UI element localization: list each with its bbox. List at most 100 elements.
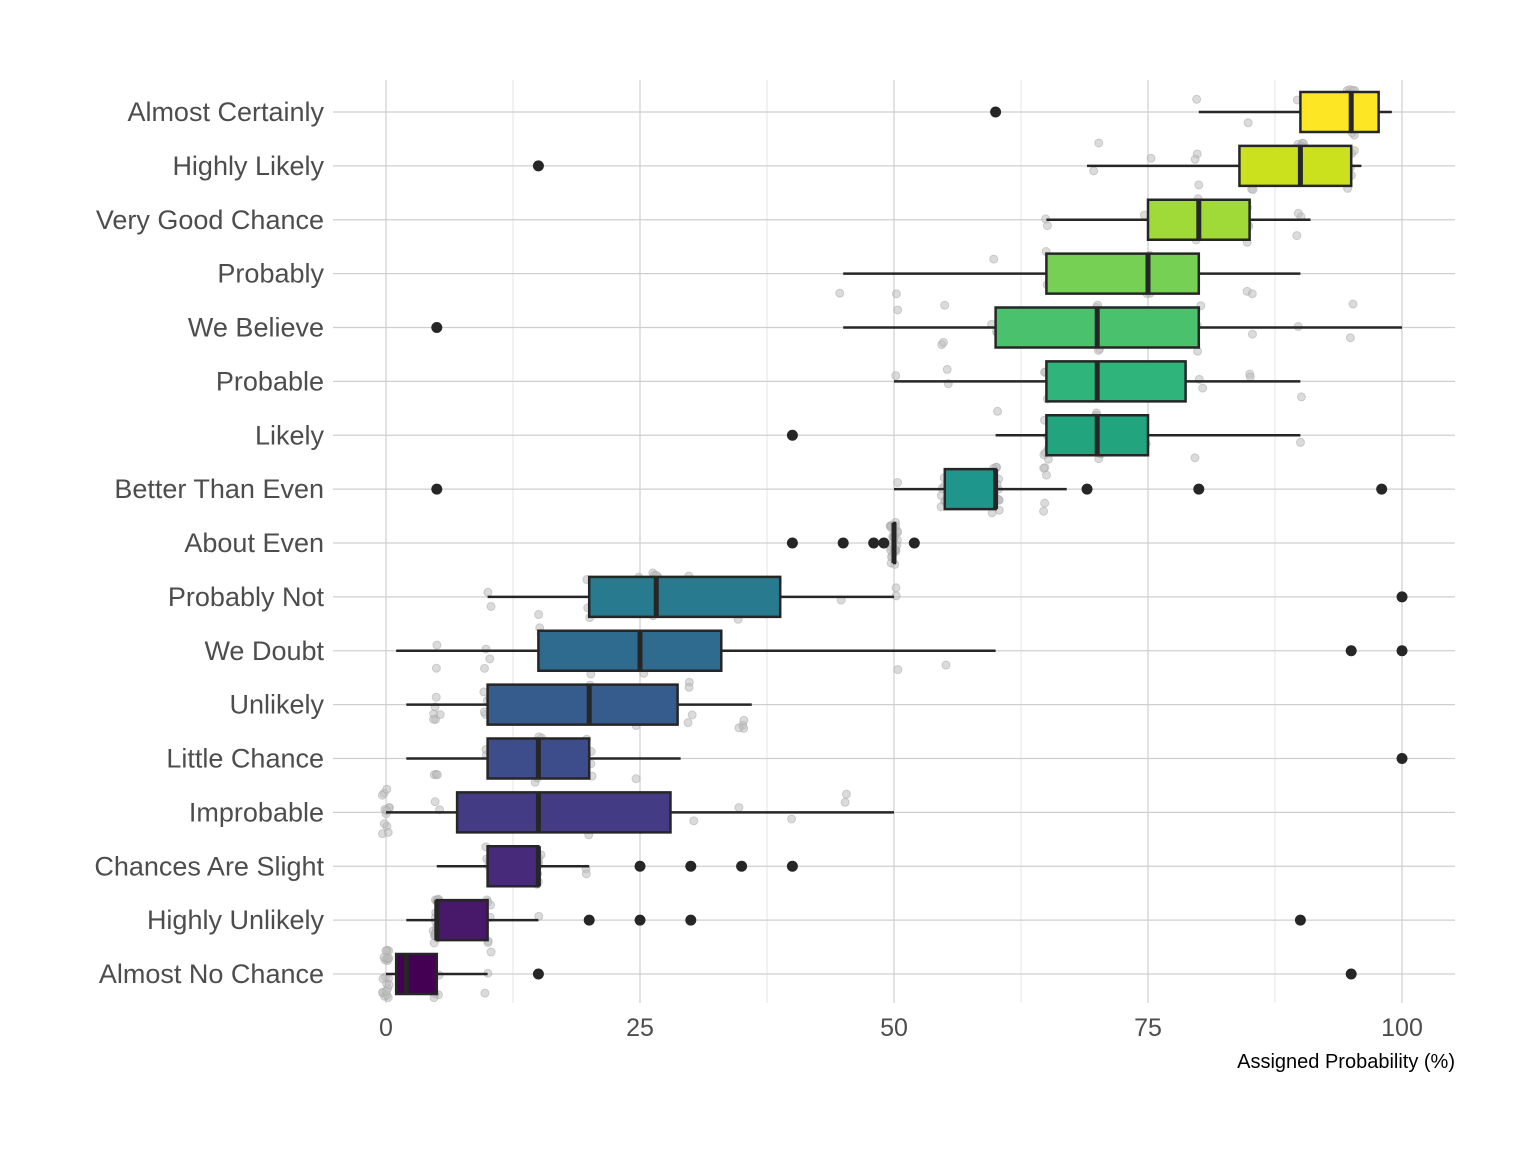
y-tick-label: Very Good Chance xyxy=(96,205,324,235)
box xyxy=(1045,360,1187,403)
y-tick-label: About Even xyxy=(184,528,324,558)
jitter-point xyxy=(1296,392,1306,402)
outlier-point xyxy=(431,483,443,495)
box-unlikely xyxy=(406,683,752,726)
jitter-point xyxy=(1243,118,1253,128)
jitter-point xyxy=(1247,329,1257,339)
jitter-point xyxy=(683,718,693,728)
y-tick-label: Probably xyxy=(217,259,324,289)
jitter-point xyxy=(534,911,544,921)
x-tick-label: 50 xyxy=(880,1014,908,1042)
outlier-point xyxy=(786,537,798,549)
outlier-point xyxy=(990,106,1002,118)
jitter-point xyxy=(483,587,493,597)
jitter-point xyxy=(382,784,392,794)
jitter-point xyxy=(1194,180,1204,190)
jitter-point xyxy=(835,288,845,298)
jitter-point xyxy=(893,305,903,315)
outlier-point xyxy=(532,968,544,980)
y-tick-label: Likely xyxy=(255,420,325,450)
box-very-good-chance xyxy=(1046,198,1311,241)
boxes xyxy=(386,90,1408,996)
x-tick-label: 100 xyxy=(1381,1014,1423,1042)
jitter-point xyxy=(1245,372,1255,382)
jitter-point xyxy=(734,723,744,733)
outlier-point xyxy=(878,537,890,549)
jitter-point xyxy=(432,770,442,780)
box-improbable xyxy=(386,791,894,834)
y-tick-label: Highly Likely xyxy=(172,151,324,181)
box-we-doubt xyxy=(396,629,1408,672)
jitter-point xyxy=(1190,154,1200,164)
jitter-point xyxy=(379,952,389,962)
outlier-point xyxy=(837,537,849,549)
jitter-point xyxy=(1348,299,1358,309)
y-tick-label: We Doubt xyxy=(204,636,324,666)
box xyxy=(486,845,540,888)
outlier-point xyxy=(1345,968,1357,980)
box xyxy=(537,629,723,672)
y-tick-label: Little Chance xyxy=(166,744,324,774)
outlier-point xyxy=(431,322,443,333)
y-tick-label: We Believe xyxy=(188,313,324,343)
jitter-point xyxy=(891,289,901,299)
jitter-point xyxy=(687,710,697,720)
outlier-point xyxy=(685,860,697,872)
outlier-point xyxy=(1396,591,1408,603)
jitter-point xyxy=(938,337,948,347)
box xyxy=(455,791,672,834)
jitter-point xyxy=(435,710,445,720)
jitter-point xyxy=(891,371,901,381)
y-tick-label: Almost Certainly xyxy=(127,97,324,127)
jitter-point xyxy=(841,789,851,799)
outlier-point xyxy=(1376,483,1388,495)
jitter-point xyxy=(684,682,694,692)
box-little-chance xyxy=(406,737,1408,780)
jitter-point xyxy=(739,715,749,725)
jitter-point xyxy=(431,663,441,673)
box-almost-no-chance xyxy=(386,952,1357,996)
x-axis-label: Assigned Probability (%) xyxy=(1237,1051,1455,1073)
jitter-point xyxy=(993,406,1003,416)
y-tick-label: Probably Not xyxy=(168,582,325,612)
jitter-point xyxy=(384,980,394,990)
box-chances-are-slight xyxy=(436,845,798,888)
outlier-point xyxy=(583,914,595,926)
box xyxy=(394,952,439,996)
jitter-point xyxy=(941,660,951,670)
jitter-point xyxy=(1198,383,1208,393)
box xyxy=(1045,252,1201,295)
outlier-point xyxy=(532,160,544,172)
outlier-point xyxy=(1294,914,1306,926)
jitter-point xyxy=(689,816,699,826)
box-about-even xyxy=(786,521,920,565)
y-tick-label: Improbable xyxy=(189,797,324,827)
y-tick-labels: Almost Certainly Highly Likely Very Good C… xyxy=(94,97,324,989)
jitter-point xyxy=(429,714,439,724)
jitter-point xyxy=(1089,166,1099,176)
jitter-point xyxy=(893,478,903,488)
x-tick-label: 25 xyxy=(626,1014,654,1042)
jitter-point xyxy=(1192,94,1202,104)
outlier-point xyxy=(786,860,798,872)
jitter-point xyxy=(486,947,496,957)
jitter-point xyxy=(1146,153,1156,163)
box-probable xyxy=(894,360,1301,403)
jitter-point xyxy=(432,640,442,650)
jitter-point xyxy=(1293,208,1303,218)
jitter-point xyxy=(378,974,388,984)
jitter-point xyxy=(1247,289,1257,299)
jitter-point xyxy=(1190,453,1200,463)
jitter-point xyxy=(1345,333,1355,343)
y-tick-label: Highly Unlikely xyxy=(147,905,325,935)
jitter-point xyxy=(1039,463,1049,473)
jitter-point xyxy=(940,300,950,310)
jitter-point xyxy=(891,583,901,593)
jitter-point xyxy=(485,654,495,664)
outlier-point xyxy=(786,429,798,441)
jitter-point xyxy=(734,803,744,813)
outlier-point xyxy=(908,537,920,549)
x-tick-label: 75 xyxy=(1134,1014,1162,1042)
